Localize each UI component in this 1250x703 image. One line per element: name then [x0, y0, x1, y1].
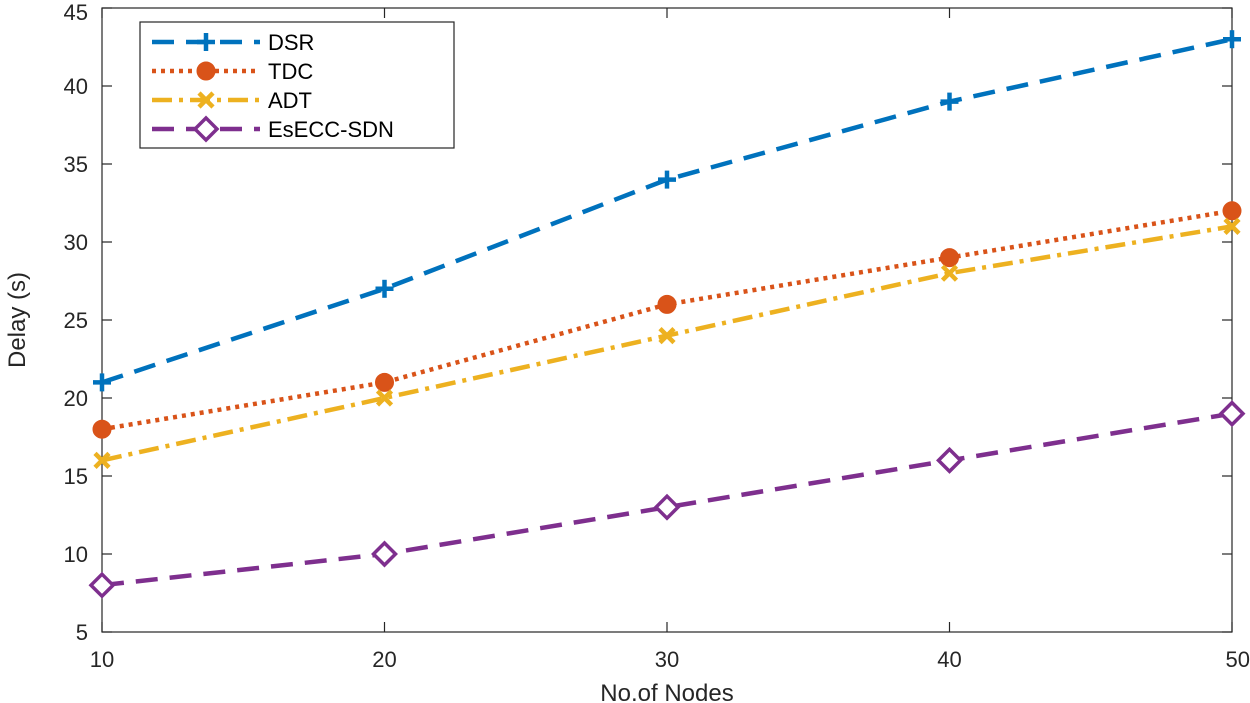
legend-marker — [192, 115, 220, 143]
legend-entry: TDC — [152, 59, 313, 84]
data-point — [940, 264, 959, 282]
data-point — [1223, 30, 1241, 49]
legend-marker — [197, 33, 215, 51]
legend-entry: DSR — [152, 30, 314, 55]
legend-marker — [196, 61, 216, 81]
legend-label: DSR — [268, 30, 314, 55]
legend: DSR TDC ADT EsECC-SDN — [139, 21, 455, 149]
legend-label: TDC — [268, 59, 313, 84]
data-point — [940, 248, 959, 268]
series-adt — [93, 217, 1241, 469]
legend-label: EsECC-SDN — [268, 117, 394, 142]
x-tick-label: 40 — [937, 647, 961, 672]
data-point — [375, 279, 394, 298]
series-dsr — [93, 30, 1241, 392]
series-line — [101, 208, 1233, 432]
y-axis-ticks: 5 10 15 20 25 30 35 40 45 — [64, 0, 1232, 645]
data-point — [88, 571, 116, 599]
series-line — [101, 224, 1233, 463]
data-point — [658, 170, 676, 189]
data-point — [375, 372, 394, 392]
y-tick-label: 5 — [76, 620, 88, 645]
data-point — [1222, 201, 1242, 221]
y-tick-label: 15 — [64, 464, 88, 489]
y-tick-label: 25 — [64, 308, 88, 333]
data-point — [1223, 217, 1241, 235]
series-esecc-sdn — [88, 400, 1246, 599]
x-axis-ticks: 10 20 30 40 50 — [90, 8, 1250, 672]
y-tick-label: 40 — [64, 74, 88, 99]
y-tick-label: 20 — [64, 386, 88, 411]
x-axis-label: No.of Nodes — [600, 680, 733, 703]
data-point — [657, 294, 677, 314]
x-tick-label: 30 — [655, 647, 679, 672]
data-point — [93, 373, 111, 392]
data-point — [653, 493, 681, 521]
data-point — [658, 327, 676, 345]
data-point — [93, 451, 111, 469]
y-tick-label: 35 — [64, 152, 88, 177]
data-point — [1218, 400, 1246, 428]
y-tick-label: 30 — [64, 230, 88, 255]
series-line — [101, 411, 1233, 588]
y-tick-label: 10 — [64, 542, 88, 567]
legend-entry: ADT — [152, 88, 312, 113]
series-line — [101, 37, 1233, 385]
series-layer — [88, 30, 1246, 599]
legend-label: ADT — [268, 88, 312, 113]
data-point — [371, 540, 398, 568]
x-tick-label: 50 — [1226, 647, 1250, 672]
x-tick-label: 20 — [372, 647, 396, 672]
x-tick-label: 10 — [90, 647, 114, 672]
y-tick-label: 45 — [64, 0, 88, 25]
series-tdc — [92, 201, 1242, 439]
data-point — [936, 446, 963, 474]
legend-marker — [197, 91, 215, 109]
legend-entry: EsECC-SDN — [152, 115, 394, 143]
y-axis-label: Delay (s) — [4, 272, 31, 368]
data-point — [940, 92, 959, 111]
data-point — [375, 389, 394, 407]
data-point — [92, 419, 112, 439]
